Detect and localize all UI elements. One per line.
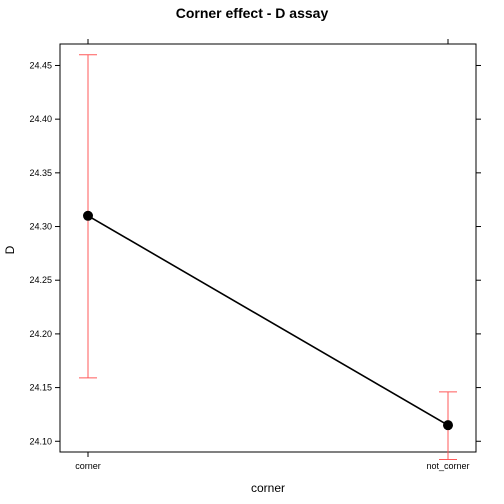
y-axis-label: D [3, 245, 17, 254]
x-tick-label: not_corner [426, 461, 469, 471]
y-tick-label: 24.25 [29, 275, 52, 285]
plot-frame [59, 43, 477, 453]
y-tick-label: 24.15 [29, 383, 52, 393]
y-tick-label: 24.45 [29, 60, 52, 70]
data-point [443, 420, 453, 431]
x-axis-label: corner [251, 481, 285, 495]
x-tick-label: corner [75, 461, 101, 471]
y-tick-label: 24.40 [29, 114, 52, 124]
y-tick-label: 24.20 [29, 329, 52, 339]
y-tick-label: 24.10 [29, 436, 52, 446]
chart-title: Corner effect - D assay [176, 5, 329, 21]
y-tick-label: 24.30 [29, 222, 52, 232]
series-line [87, 215, 449, 426]
y-tick-label: 24.35 [29, 168, 52, 178]
data-point [83, 210, 93, 221]
